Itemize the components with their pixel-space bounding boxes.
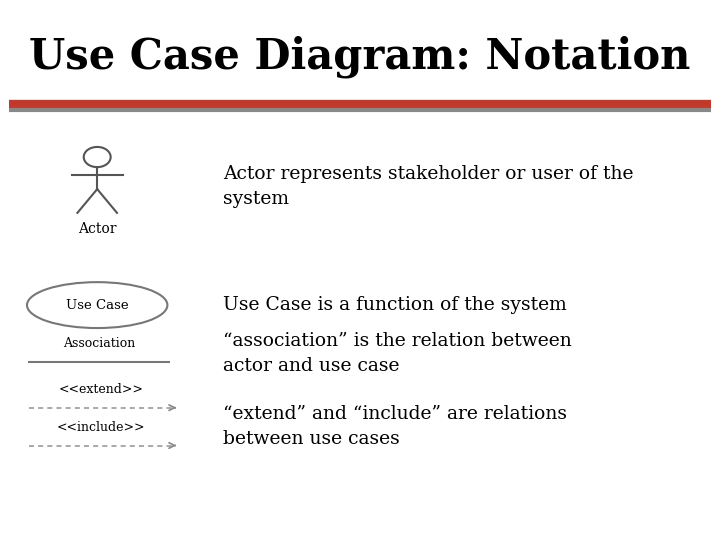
Text: <<include>>: <<include>> [57,421,145,434]
Text: “extend” and “include” are relations
between use cases: “extend” and “include” are relations bet… [223,405,567,448]
Text: Association: Association [63,337,135,350]
Text: Use Case: Use Case [66,299,128,312]
Text: Actor represents stakeholder or user of the
system: Actor represents stakeholder or user of … [223,165,634,208]
Text: Use Case Diagram: Notation: Use Case Diagram: Notation [29,36,690,78]
Text: “association” is the relation between
actor and use case: “association” is the relation between ac… [223,332,572,375]
Text: Use Case is a function of the system: Use Case is a function of the system [223,296,567,314]
Text: <<extend>>: <<extend>> [58,383,143,396]
Text: Actor: Actor [78,222,117,237]
